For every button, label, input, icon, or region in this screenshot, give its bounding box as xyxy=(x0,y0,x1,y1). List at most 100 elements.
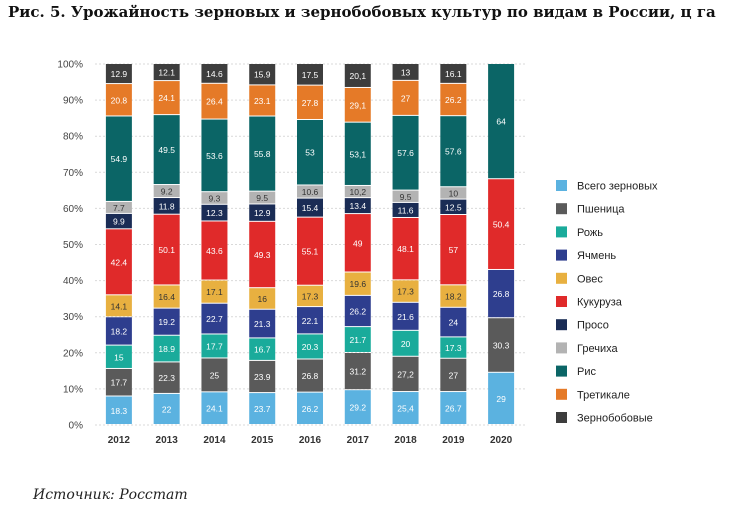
data-label: 25,4 xyxy=(397,404,414,414)
data-label: 54.9 xyxy=(111,154,128,164)
legend-label: Гречиха xyxy=(577,343,618,355)
bar-segment xyxy=(392,392,419,424)
data-label: 19.6 xyxy=(350,279,367,289)
x-tick-label: 2017 xyxy=(347,435,370,446)
bar-segment xyxy=(440,285,467,307)
data-label: 24 xyxy=(449,318,459,328)
data-label: 15.9 xyxy=(254,70,271,80)
bar-segment xyxy=(249,309,276,338)
bar-segment xyxy=(201,280,228,303)
data-label: 26.7 xyxy=(445,404,462,414)
legend-item: Третикале xyxy=(556,388,630,401)
data-label: 17.3 xyxy=(302,291,319,301)
bar-segment xyxy=(153,185,180,198)
bar-segment xyxy=(344,352,371,390)
legend-item: Овес xyxy=(556,272,603,285)
data-label: 18.2 xyxy=(445,292,462,302)
bar-segment xyxy=(297,334,323,359)
bar-stack-2014: 24.1 25 17.7 22.7 17.1 43.6 12.3 9.3 53.6 26.4 14.… xyxy=(201,64,228,424)
bar-segment xyxy=(344,198,371,214)
data-label: 23.9 xyxy=(254,372,271,382)
bar-segment xyxy=(201,83,228,119)
data-label: 14.1 xyxy=(111,301,128,311)
legend-swatch xyxy=(556,180,567,191)
data-label: 50.4 xyxy=(493,220,510,230)
bar-segment xyxy=(249,288,276,309)
bar-segment xyxy=(249,204,276,221)
legend-label: Овес xyxy=(577,273,603,285)
legend-swatch xyxy=(556,342,567,354)
bar-segment xyxy=(488,64,515,179)
data-label: 57 xyxy=(449,245,459,255)
legend-item: Пшеница xyxy=(556,203,625,216)
bar-segment xyxy=(440,83,467,116)
data-label: 15 xyxy=(114,352,124,362)
data-label: 53.6 xyxy=(206,151,223,161)
legend-label: Пшеница xyxy=(577,204,625,216)
bar-segment xyxy=(105,201,132,213)
bar-segment xyxy=(344,272,371,295)
bar-segment xyxy=(153,115,180,185)
data-label: 11.8 xyxy=(159,201,175,211)
y-tick-label: 0% xyxy=(69,421,84,432)
data-label: 53 xyxy=(305,148,315,158)
bar-segment xyxy=(201,221,228,280)
x-tick-label: 2019 xyxy=(442,435,465,446)
data-label: 20 xyxy=(401,339,411,349)
bar-segment xyxy=(249,360,276,393)
bar-segment xyxy=(392,64,419,80)
data-label: 10,2 xyxy=(350,187,367,197)
data-label: 31.2 xyxy=(350,367,367,377)
data-label: 22.3 xyxy=(158,373,175,383)
data-label: 17.5 xyxy=(302,70,319,80)
data-label: 22.1 xyxy=(302,316,319,326)
data-label: 12.9 xyxy=(111,69,128,79)
bar-segment xyxy=(440,187,467,199)
data-label: 12.9 xyxy=(254,208,271,218)
data-label: 29 xyxy=(496,394,506,404)
bar-segment xyxy=(105,295,132,317)
legend-label: Зернобобовые xyxy=(577,413,653,425)
data-label: 9.5 xyxy=(400,192,412,202)
bar-segment xyxy=(249,393,276,424)
data-label: 9.9 xyxy=(113,217,125,227)
data-label: 27.8 xyxy=(302,98,319,108)
bar-segment xyxy=(105,345,132,368)
data-label: 17.1 xyxy=(206,287,223,297)
data-label: 16.7 xyxy=(254,345,271,355)
legend-label: Просо xyxy=(577,320,609,332)
bar-segment xyxy=(488,179,515,269)
data-label: 21.6 xyxy=(397,312,414,322)
data-label: 23.7 xyxy=(254,404,271,414)
data-label: 53,1 xyxy=(350,149,367,159)
data-label: 49 xyxy=(353,238,363,248)
legend-item: Гречиха xyxy=(556,342,618,355)
legend-swatch xyxy=(556,319,567,331)
data-label: 18.9 xyxy=(158,344,175,354)
bar-segment xyxy=(297,185,323,198)
bar-stack-2019: 26.7 27 17.3 24 18.2 57 12.5 10 57.6 26.2 16.1 xyxy=(440,64,467,424)
bar-segment xyxy=(201,64,228,83)
bar-segment xyxy=(344,214,371,272)
bar-segment xyxy=(392,190,419,202)
data-label: 49.5 xyxy=(158,145,175,155)
data-label: 15.4 xyxy=(302,203,319,213)
data-label: 20,1 xyxy=(350,71,367,81)
legend-swatch xyxy=(556,226,567,238)
bar-segment xyxy=(297,217,323,285)
data-label: 13 xyxy=(401,67,411,77)
data-label: 18.3 xyxy=(111,406,128,416)
bar-segment xyxy=(392,115,419,190)
legend-swatch xyxy=(556,412,567,423)
data-label: 22.7 xyxy=(206,314,223,324)
data-label: 10 xyxy=(449,188,459,198)
data-label: 64 xyxy=(496,117,506,127)
bar-segment xyxy=(105,396,132,424)
data-label: 25 xyxy=(210,370,220,380)
data-label: 17.7 xyxy=(206,341,223,351)
data-label: 30.3 xyxy=(493,341,510,351)
data-label: 57.6 xyxy=(397,148,414,158)
data-label: 27 xyxy=(401,93,411,103)
bar-segment xyxy=(392,217,419,280)
